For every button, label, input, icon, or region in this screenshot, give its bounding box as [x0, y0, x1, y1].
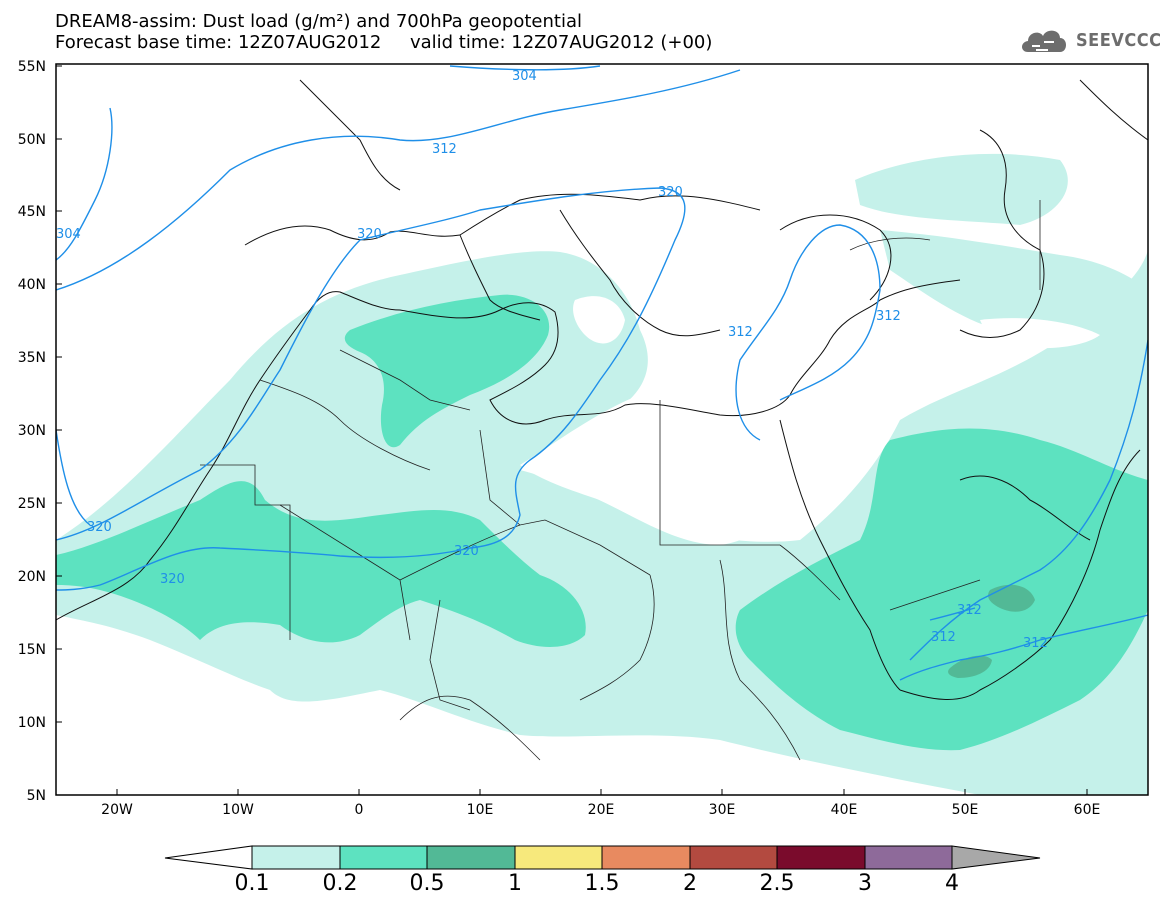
- lat-label: 20N: [18, 569, 46, 585]
- colorbar-swatch: [689, 845, 778, 870]
- colorbar-label: 0.5: [409, 871, 445, 896]
- lon-label: 20W: [101, 802, 133, 818]
- contour-label: 320: [658, 185, 683, 200]
- colorbar-swatch: [601, 845, 691, 870]
- lon-label: 50E: [952, 802, 979, 818]
- country-borders: [200, 200, 1041, 761]
- colorbar-label: 4: [945, 871, 959, 896]
- colorbar-label: 1.5: [584, 871, 620, 896]
- lon-label: 10W: [222, 802, 254, 818]
- colorbar-label: 2: [683, 871, 697, 896]
- contour-304-west: [56, 107, 113, 261]
- colorbar-high-arrow: [951, 845, 1041, 870]
- cloud-logo-icon: [1022, 30, 1066, 52]
- colorbar-label: 2.5: [759, 871, 795, 896]
- colorbar-label: 0.1: [234, 871, 270, 896]
- lon-label: 60E: [1074, 802, 1101, 818]
- contour-304-top: [449, 65, 601, 71]
- dust-field: [56, 153, 1148, 795]
- lat-label: 5N: [27, 788, 46, 804]
- dust-hollows: [520, 296, 1100, 545]
- lon-label: 0: [355, 802, 364, 818]
- colorbar-label: 3: [858, 871, 872, 896]
- contour-320-mid: [56, 187, 686, 591]
- lat-label: 55N: [18, 59, 46, 75]
- coastlines: [56, 79, 1148, 700]
- lat-label: 40N: [18, 277, 46, 293]
- dust-band-0.5: [948, 584, 1035, 678]
- contour-label: 320: [454, 544, 479, 559]
- map-title-line1: DREAM8-assim: Dust load (g/m²) and 700hP…: [55, 11, 582, 32]
- lat-label: 35N: [18, 350, 46, 366]
- axis-ticks: [56, 65, 1088, 795]
- seevccc-logo: SEEVCCC: [1018, 24, 1162, 58]
- colorbar-label: 0.2: [322, 871, 358, 896]
- colorbar-swatch: [251, 845, 341, 870]
- map-title-line2: Forecast base time: 12Z07AUG2012 valid t…: [55, 32, 713, 53]
- contour-labels: 304 304 312 320 320 320 320 312 312 312 …: [56, 69, 1048, 651]
- lon-label: 40E: [831, 802, 858, 818]
- contour-312-south: [899, 614, 1148, 681]
- contour-label: 304: [56, 227, 81, 242]
- lat-label: 45N: [18, 204, 46, 220]
- contour-label: 312: [876, 309, 901, 324]
- contour-320-west: [56, 429, 91, 526]
- contour-312-north: [56, 69, 741, 291]
- lon-label: 30E: [709, 802, 736, 818]
- colorbar-swatch: [864, 845, 953, 870]
- lat-label: 25N: [18, 496, 46, 512]
- lat-label: 30N: [18, 423, 46, 439]
- lat-label: 15N: [18, 642, 46, 658]
- colorbar: [164, 845, 1041, 870]
- latitude-labels: 55N 50N 45N 40N 35N 30N 25N 20N 15N 10N …: [18, 59, 46, 804]
- contour-label: 304: [512, 69, 537, 84]
- lat-label: 10N: [18, 715, 46, 731]
- contour-label: 312: [931, 630, 956, 645]
- lon-label: 10E: [467, 802, 494, 818]
- contour-label: 312: [432, 142, 457, 157]
- colorbar-swatch: [339, 845, 428, 870]
- contour-label: 320: [357, 227, 382, 242]
- contour-label: 320: [160, 572, 185, 587]
- contour-label: 320: [87, 520, 112, 535]
- geopotential-contours: [56, 65, 1148, 681]
- lon-label: 20E: [588, 802, 615, 818]
- contour-label: 312: [728, 325, 753, 340]
- longitude-labels: 20W 10W 0 10E 20E 30E 40E 50E 60E: [101, 802, 1100, 818]
- colorbar-swatch: [776, 845, 866, 870]
- colorbar-low-arrow: [164, 845, 253, 870]
- colorbar-swatch: [514, 845, 603, 870]
- contour-label: 312: [957, 603, 982, 618]
- contour-312-arabia: [909, 339, 1148, 661]
- colorbar-label: 1: [508, 871, 522, 896]
- contour-312-east: [735, 224, 881, 441]
- contour-312-inner: [929, 607, 976, 621]
- logo-text: SEEVCCC: [1076, 30, 1162, 51]
- lat-label: 50N: [18, 132, 46, 148]
- colorbar-swatch: [426, 845, 516, 870]
- contour-label: 312: [1023, 636, 1048, 651]
